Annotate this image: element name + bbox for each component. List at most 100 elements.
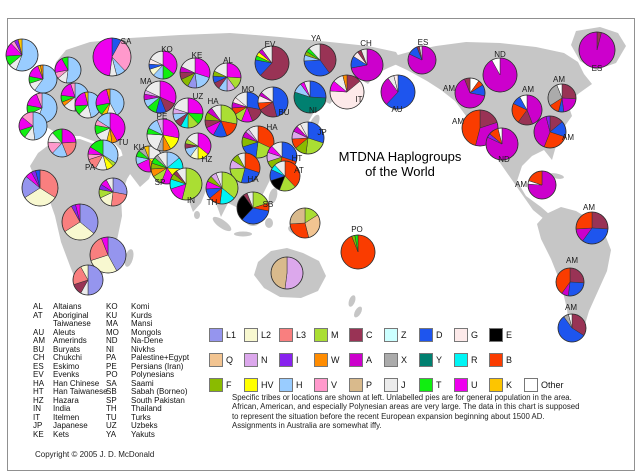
- pie-unlabeled: [61, 203, 99, 241]
- abbreviation-row: SB Sabah (Borneo): [106, 387, 189, 397]
- abbreviation-name: Palestine+Egypt: [131, 353, 190, 362]
- abbreviation-code: CH: [33, 353, 45, 362]
- pie-IT: IT: [329, 74, 365, 110]
- pie-outline: [169, 167, 203, 201]
- abbreviation-row: JP Japanese: [33, 421, 108, 431]
- legend-code-V: V: [331, 379, 338, 390]
- chart-title-line2: of the World: [365, 164, 435, 179]
- legend-item-F: F: [209, 377, 244, 392]
- pie-HA: HA: [229, 152, 261, 184]
- abbreviation-row: ES Eskimo: [33, 362, 108, 372]
- legend-code-R: R: [471, 354, 478, 365]
- legend-code-D: D: [436, 329, 443, 340]
- legend-item-W: W: [314, 352, 349, 367]
- pie-outline: [578, 31, 616, 69]
- pie-outline: [47, 128, 77, 158]
- abbreviation-row: ND Na-Dene: [106, 336, 189, 346]
- legend-swatch-F: [209, 377, 223, 392]
- pie-label: IT: [355, 95, 362, 104]
- pie-label: TH: [207, 198, 218, 207]
- pie-label: ES: [592, 64, 603, 73]
- abbreviation-row: PA Palestine+Egypt: [106, 353, 190, 363]
- pie-label: IN: [187, 196, 195, 205]
- legend-code-N: N: [261, 354, 268, 365]
- pie-label: AM: [515, 180, 527, 189]
- pie-label: HT: [292, 154, 303, 163]
- pie-AM: AM: [533, 115, 574, 149]
- abbreviation-name: India: [53, 404, 71, 413]
- legend-code-Z: Z: [401, 329, 407, 340]
- pie-outline: [527, 170, 557, 200]
- legend-swatch-Q: [209, 352, 223, 367]
- abbreviation-code: IT: [33, 412, 41, 422]
- legend-item-J: J: [384, 377, 419, 392]
- abbreviation-row: MA Mansi: [106, 319, 189, 329]
- pie-HA: HA: [204, 97, 238, 138]
- pie-ES: ES: [407, 38, 437, 75]
- abbreviation-name: Saami: [131, 378, 154, 388]
- pie-outline: [205, 171, 239, 205]
- image-border: [7, 18, 635, 471]
- chart-title: MTDNA Haplogroups of the World: [325, 149, 475, 179]
- pie-JP: JP: [291, 121, 327, 155]
- abbreviation-name: Kets: [53, 429, 70, 439]
- island-madagascar: [124, 249, 134, 267]
- pie-outline: [257, 86, 289, 118]
- legend-swatch-Other: [524, 377, 538, 392]
- abbreviation-name: Polynesians: [131, 370, 175, 379]
- pie-outline: [89, 236, 127, 274]
- pie-outline: [236, 191, 270, 225]
- pie-outline: [21, 169, 59, 207]
- pie-unlabeled: [54, 56, 82, 84]
- abbreviation-code: EV: [33, 370, 44, 379]
- pie-unlabeled: [5, 38, 39, 72]
- abbreviation-name: Turks: [131, 412, 151, 422]
- pie-unlabeled: [289, 207, 321, 239]
- abbreviation-code: AM: [33, 336, 45, 345]
- abbreviation-code: SB: [106, 387, 117, 396]
- abbreviation-row: UZ Uzbeks: [106, 421, 189, 431]
- pie-AL: AL: [212, 56, 242, 92]
- note-line: African, American, and especially Polyne…: [232, 402, 580, 412]
- pie-outline: [18, 111, 48, 141]
- abbreviation-name: Japanese: [53, 421, 88, 430]
- abbreviation-row: CH Chukchi: [33, 353, 108, 363]
- legend-item-H: H: [279, 377, 314, 392]
- pie-outline: [5, 38, 39, 72]
- pie-label: TU: [118, 138, 129, 147]
- island-sumatra: [212, 216, 232, 232]
- legend-code-J: J: [401, 379, 406, 390]
- pie-label: BU: [278, 108, 289, 117]
- abbreviation-row: BU Buryats: [33, 345, 108, 355]
- legend-swatch-L3: [279, 327, 293, 342]
- abbreviation-row: IN India: [33, 404, 108, 414]
- pie-BU: BU: [257, 86, 290, 118]
- abbreviation-code: UZ: [106, 421, 117, 430]
- legend-swatch-T: [419, 377, 433, 392]
- abbreviation-column-0: AL Altaians AT Aboriginal Taiwanese AU Aleuts A…: [33, 302, 108, 439]
- pie-outline: [350, 48, 384, 82]
- pie-outline: [329, 74, 365, 110]
- pie-outline: [461, 109, 499, 147]
- legend-swatch-D: [419, 327, 433, 342]
- abbreviation-name: Yakuts: [131, 429, 155, 439]
- legend-swatch-C: [349, 327, 363, 342]
- abbreviation-row: AU Aleuts: [33, 328, 108, 338]
- pie-outline: [184, 132, 212, 160]
- legend-swatch-N: [244, 352, 258, 367]
- pie-label: PE: [157, 112, 168, 121]
- pie-outline: [61, 203, 99, 241]
- legend-swatch-U: [454, 377, 468, 392]
- abbreviation-name: Komi: [131, 302, 150, 311]
- pie-outline: [485, 127, 519, 161]
- pie-label: AL: [223, 56, 233, 65]
- pie-outline: [143, 80, 177, 114]
- abbreviation-name: Taiwanese: [53, 319, 91, 328]
- abbreviation-code: MO: [106, 327, 119, 337]
- legend-swatch-I: [279, 352, 293, 367]
- pie-unlabeled: [21, 169, 59, 207]
- pie-AM: AM: [443, 77, 486, 109]
- abbreviation-name: Nivkhs: [131, 344, 156, 354]
- pie-outline: [557, 313, 587, 343]
- legend-code-G: G: [471, 329, 479, 340]
